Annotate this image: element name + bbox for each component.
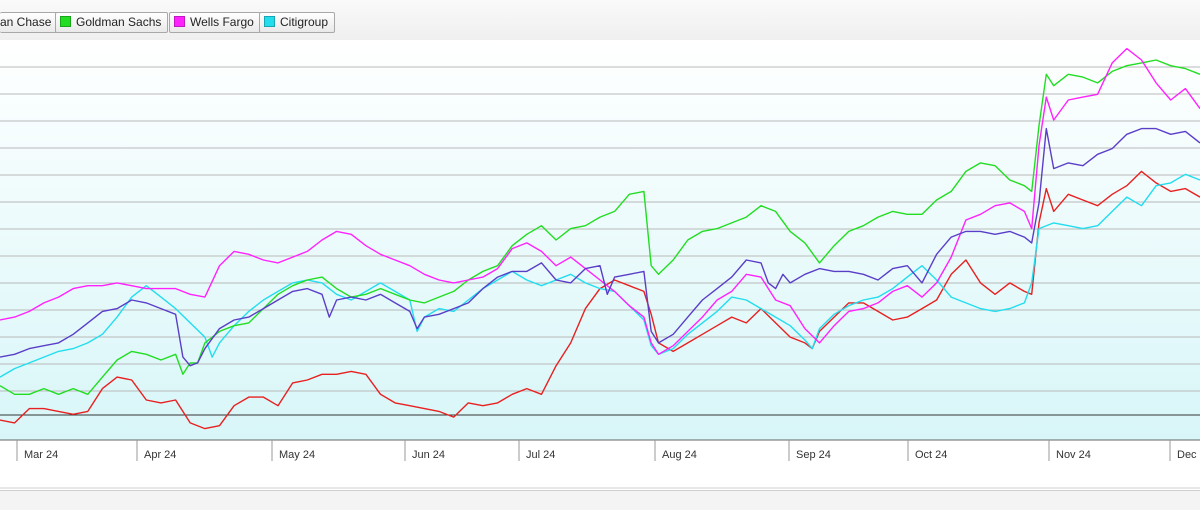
- bottom-bar: [0, 490, 1200, 510]
- x-tick-label: Jul 24: [526, 449, 555, 461]
- legend-label: an Chase: [0, 15, 52, 29]
- legend-label: Citigroup: [280, 15, 329, 29]
- series-line-2: [0, 59, 1200, 395]
- magenta-swatch-icon: [174, 16, 185, 27]
- line-chart: Mar 24 Apr 24 May 24 Jun 24 Jul 24 Aug 24 Sep …: [0, 40, 1200, 489]
- legend-item-citigroup[interactable]: Citigroup: [259, 12, 336, 33]
- x-tick-label: Apr 24: [144, 449, 176, 461]
- x-tick-label: May 24: [279, 449, 315, 461]
- x-tick-label: Oct 24: [915, 449, 947, 461]
- legend-item-goldman-sachs[interactable]: Goldman Sachs: [55, 12, 169, 33]
- series-lines: [0, 47, 1200, 430]
- cyan-swatch-icon: [264, 16, 275, 27]
- x-tick-label: Aug 24: [662, 449, 697, 461]
- green-swatch-icon: [60, 16, 71, 27]
- series-line-5: [0, 170, 1200, 430]
- x-tick-label: Sep 24: [796, 449, 831, 461]
- x-tick-label: Nov 24: [1056, 449, 1091, 461]
- series-line-4: [0, 173, 1200, 378]
- x-tick-label: Dec: [1177, 449, 1197, 461]
- x-axis: Mar 24 Apr 24 May 24 Jun 24 Jul 24 Aug 24 Sep …: [0, 439, 1200, 489]
- legend-item-wells-fargo[interactable]: Wells Fargo: [169, 12, 261, 33]
- legend-item-jpmorgan[interactable]: an Chase: [0, 12, 59, 33]
- x-tick-label: Jun 24: [412, 449, 445, 461]
- plot-background: [0, 40, 1200, 440]
- x-tick-label: Mar 24: [24, 449, 58, 461]
- series-line-1: [0, 127, 1200, 367]
- legend-label: Wells Fargo: [190, 15, 254, 29]
- series-line-3: [0, 47, 1200, 355]
- legend-label: Goldman Sachs: [76, 15, 162, 29]
